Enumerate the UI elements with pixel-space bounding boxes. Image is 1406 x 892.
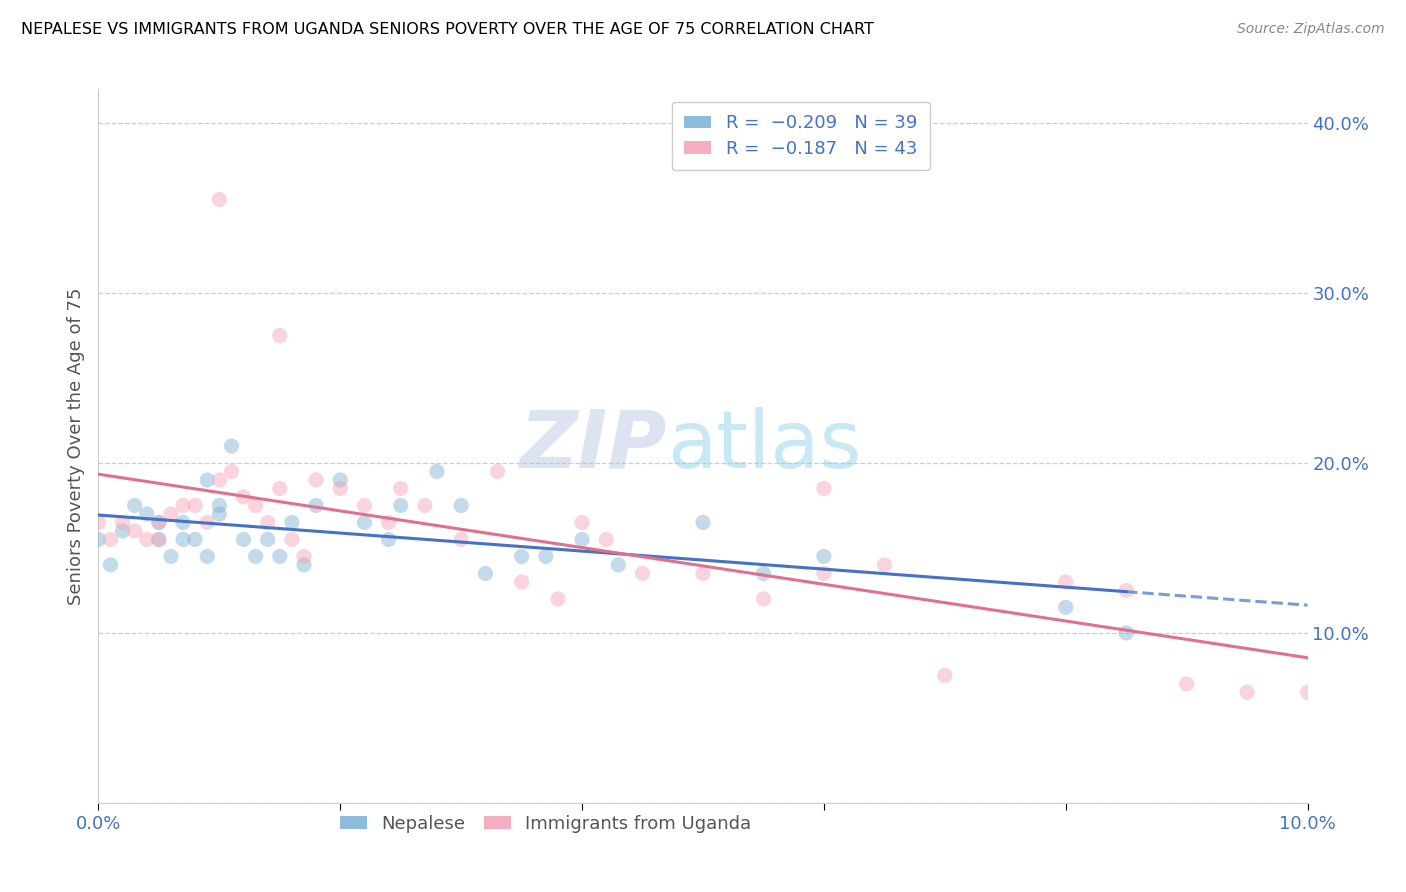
Point bbox=[534, 549, 557, 564]
Point bbox=[607, 558, 630, 572]
Text: atlas: atlas bbox=[666, 407, 860, 485]
Point bbox=[474, 566, 496, 581]
Point bbox=[281, 516, 304, 530]
Text: ZIP: ZIP bbox=[519, 407, 666, 485]
Point bbox=[269, 549, 291, 564]
Point bbox=[100, 533, 122, 547]
Point bbox=[305, 473, 328, 487]
Point bbox=[195, 516, 218, 530]
Legend: Nepalese, Immigrants from Uganda: Nepalese, Immigrants from Uganda bbox=[326, 800, 766, 847]
Point bbox=[221, 465, 243, 479]
Point bbox=[245, 499, 267, 513]
Point bbox=[329, 473, 352, 487]
Point bbox=[281, 533, 304, 547]
Point bbox=[208, 499, 231, 513]
Point bbox=[547, 591, 569, 606]
Point bbox=[752, 591, 775, 606]
Point bbox=[305, 499, 328, 513]
Text: NEPALESE VS IMMIGRANTS FROM UGANDA SENIORS POVERTY OVER THE AGE OF 75 CORRELATIO: NEPALESE VS IMMIGRANTS FROM UGANDA SENIO… bbox=[21, 22, 875, 37]
Point bbox=[184, 499, 207, 513]
Point bbox=[486, 465, 509, 479]
Point bbox=[148, 533, 170, 547]
Point bbox=[450, 533, 472, 547]
Point bbox=[292, 549, 315, 564]
Point bbox=[571, 516, 593, 530]
Point bbox=[135, 507, 157, 521]
Point bbox=[100, 558, 122, 572]
Point bbox=[813, 482, 835, 496]
Point bbox=[353, 516, 375, 530]
Point bbox=[232, 490, 254, 504]
Point bbox=[269, 482, 291, 496]
Point bbox=[172, 533, 194, 547]
Point bbox=[208, 507, 231, 521]
Point bbox=[571, 533, 593, 547]
Point bbox=[692, 516, 714, 530]
Point bbox=[148, 533, 170, 547]
Point bbox=[172, 499, 194, 513]
Point bbox=[160, 549, 183, 564]
Point bbox=[813, 566, 835, 581]
Point bbox=[1296, 685, 1319, 699]
Point bbox=[232, 533, 254, 547]
Point bbox=[631, 566, 654, 581]
Point bbox=[148, 516, 170, 530]
Point bbox=[195, 549, 218, 564]
Point bbox=[1175, 677, 1198, 691]
Point bbox=[269, 328, 291, 343]
Point bbox=[353, 499, 375, 513]
Point bbox=[1115, 626, 1137, 640]
Point bbox=[595, 533, 617, 547]
Point bbox=[256, 533, 278, 547]
Point bbox=[413, 499, 436, 513]
Point bbox=[148, 516, 170, 530]
Point bbox=[221, 439, 243, 453]
Point bbox=[813, 549, 835, 564]
Point bbox=[377, 516, 399, 530]
Point bbox=[245, 549, 267, 564]
Point bbox=[450, 499, 472, 513]
Text: Source: ZipAtlas.com: Source: ZipAtlas.com bbox=[1237, 22, 1385, 37]
Point bbox=[752, 566, 775, 581]
Point bbox=[510, 549, 533, 564]
Point bbox=[389, 499, 412, 513]
Point bbox=[87, 516, 110, 530]
Point bbox=[208, 193, 231, 207]
Point bbox=[510, 574, 533, 589]
Point bbox=[124, 524, 146, 538]
Point bbox=[208, 473, 231, 487]
Point bbox=[426, 465, 449, 479]
Point bbox=[1054, 574, 1077, 589]
Point bbox=[377, 533, 399, 547]
Point bbox=[195, 473, 218, 487]
Y-axis label: Seniors Poverty Over the Age of 75: Seniors Poverty Over the Age of 75 bbox=[66, 287, 84, 605]
Point bbox=[111, 524, 134, 538]
Point bbox=[692, 566, 714, 581]
Point bbox=[172, 516, 194, 530]
Point bbox=[256, 516, 278, 530]
Point bbox=[389, 482, 412, 496]
Point bbox=[1115, 583, 1137, 598]
Point bbox=[184, 533, 207, 547]
Point bbox=[934, 668, 956, 682]
Point bbox=[160, 507, 183, 521]
Point bbox=[124, 499, 146, 513]
Point bbox=[135, 533, 157, 547]
Point bbox=[873, 558, 896, 572]
Point bbox=[1236, 685, 1258, 699]
Point bbox=[329, 482, 352, 496]
Point bbox=[1054, 600, 1077, 615]
Point bbox=[87, 533, 110, 547]
Point bbox=[111, 516, 134, 530]
Point bbox=[292, 558, 315, 572]
